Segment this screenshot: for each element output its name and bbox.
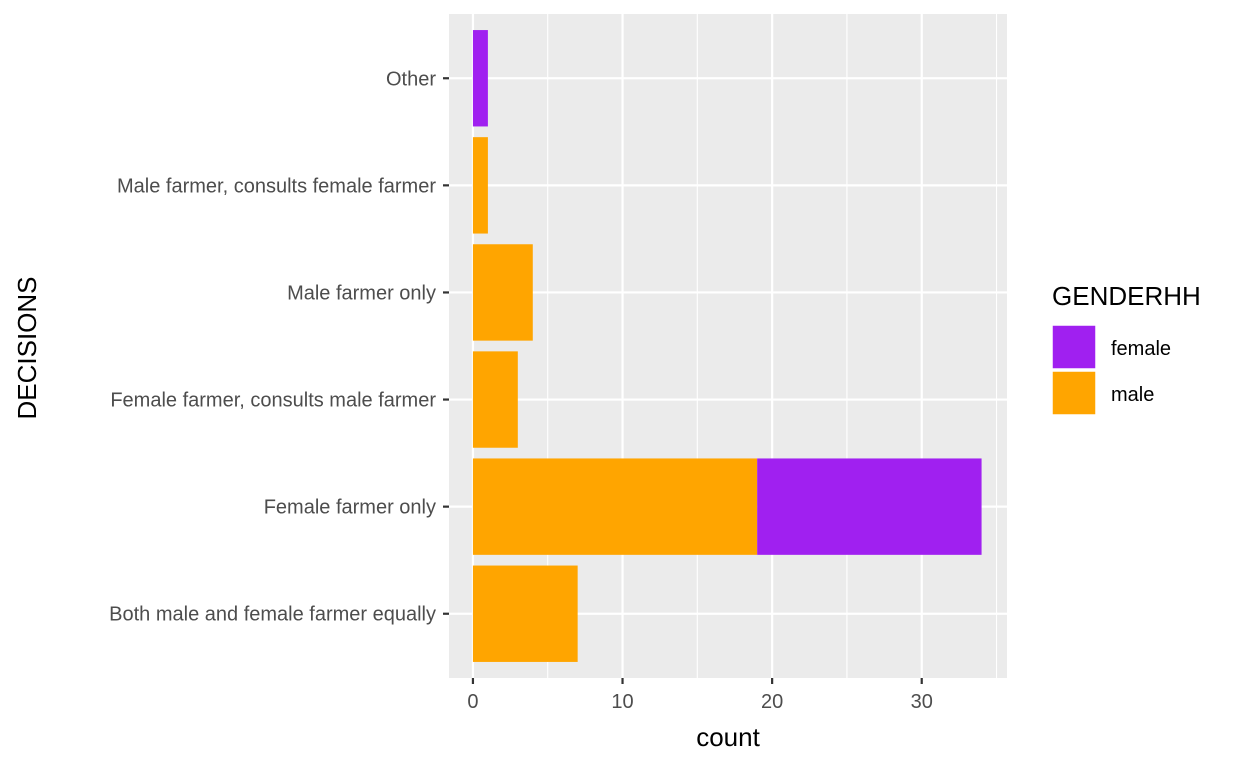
y-axis: Both male and female farmer equally Femal… (109, 68, 449, 626)
x-axis: 0 10 20 30 (467, 678, 933, 713)
y-axis-title: DECISIONS (12, 276, 42, 419)
bar-male (472, 458, 758, 555)
legend-title: GENDERHH (1052, 281, 1201, 311)
x-tick-label: 20 (761, 691, 783, 713)
bars (472, 30, 982, 662)
y-tick-label: Male farmer only (287, 282, 436, 304)
bar-male (472, 244, 533, 341)
legend-key-female (1051, 324, 1097, 370)
y-tick-label: Female farmer only (264, 497, 436, 519)
legend-label-female: female (1111, 338, 1171, 360)
legend: GENDERHH female male (1051, 281, 1201, 416)
bar-male (472, 137, 488, 234)
y-tick-label: Other (386, 68, 436, 90)
bar-female (472, 30, 488, 127)
y-tick-label: Male farmer, consults female farmer (117, 175, 436, 197)
x-tick-label: 10 (611, 691, 633, 713)
legend-label-male: male (1111, 384, 1154, 406)
y-tick-label: Female farmer, consults male farmer (110, 390, 436, 412)
x-tick-label: 30 (911, 691, 933, 713)
bar-male (472, 351, 518, 448)
x-tick-label: 0 (467, 691, 478, 713)
x-axis-title: count (696, 722, 760, 752)
legend-key-male (1051, 370, 1097, 416)
bar-male (472, 565, 578, 662)
bar-female (757, 458, 982, 555)
y-tick-label: Both male and female farmer equally (109, 604, 436, 626)
